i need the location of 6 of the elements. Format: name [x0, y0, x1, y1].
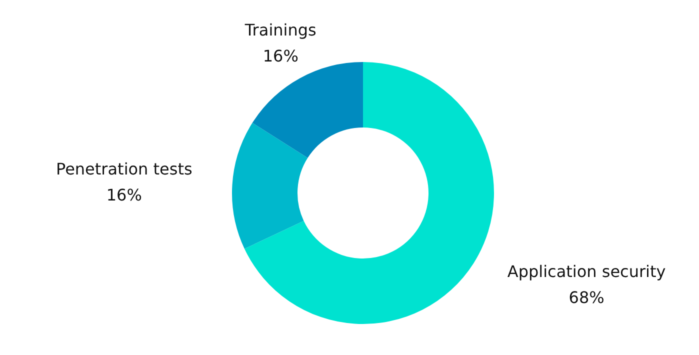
data-label: 68% — [568, 288, 604, 307]
slice-label: Trainings — [244, 20, 316, 40]
data-label: 16% — [106, 185, 142, 204]
slice-label: Penetration tests — [56, 159, 192, 178]
slice-label: Application security — [507, 262, 666, 281]
data-label: 16% — [262, 46, 298, 66]
